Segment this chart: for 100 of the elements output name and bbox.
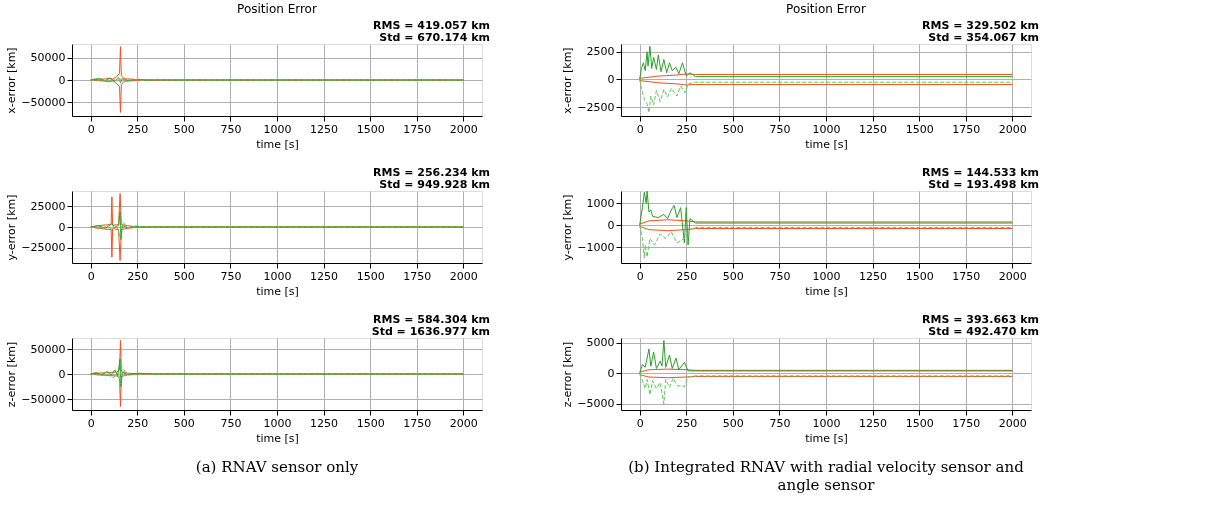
x-tick-label: 1250 (310, 269, 339, 283)
text: RMS = 329.502 km (922, 19, 1039, 32)
y-tick-label: −25000 (21, 241, 66, 255)
y-tick-label: 2500 (586, 45, 615, 59)
x-tick-label: 1500 (356, 269, 385, 283)
text: RMS = 256.234 km (373, 166, 490, 179)
x-tick-label: 1250 (859, 416, 888, 430)
x-tick-label: 1000 (263, 269, 292, 283)
x-tick-label: 250 (127, 416, 149, 430)
x-tick-label: 1000 (263, 122, 292, 136)
y-axis-title: z-error [km] (561, 341, 575, 408)
x-tick-label: 250 (127, 122, 149, 136)
x-tick-label: 250 (676, 122, 698, 136)
x-axis-title: time [s] (256, 431, 299, 445)
x-tick-label: 750 (769, 416, 791, 430)
text: RMS = 584.304 km (373, 313, 490, 326)
text: RMS = 419.057 km (373, 19, 490, 32)
y-axis-title: x-error [km] (561, 47, 575, 114)
x-tick-label: 1250 (310, 416, 339, 430)
x-tick-label: 0 (636, 122, 644, 136)
x-tick-label: 1000 (263, 416, 292, 430)
text: RMS = 393.663 km (922, 313, 1039, 326)
x-tick-label: 2000 (998, 269, 1027, 283)
x-tick-label: 750 (769, 122, 791, 136)
x-axis-title: time [s] (805, 431, 848, 445)
y-tick-label: 0 (58, 220, 66, 234)
x-tick-label: 500 (173, 122, 195, 136)
x-tick-label: 500 (173, 269, 195, 283)
x-tick-label: 2000 (449, 416, 478, 430)
y-tick-label: 5000 (586, 336, 615, 350)
x-tick-label: 0 (87, 416, 95, 430)
x-tick-label: 250 (127, 269, 149, 283)
text: Std = 949.928 km (379, 178, 490, 191)
y-tick-label: 50000 (30, 342, 66, 356)
x-tick-label: 1000 (812, 269, 841, 283)
chart-title: Position Error (237, 2, 317, 16)
y-tick-label: 1000 (586, 196, 615, 210)
x-tick-label: 1750 (952, 269, 981, 283)
y-tick-label: 0 (607, 218, 615, 232)
y-tick-label: −1000 (577, 240, 615, 254)
text: Std = 1636.977 km (371, 325, 490, 338)
x-tick-label: 1750 (403, 416, 432, 430)
x-axis-title: time [s] (805, 137, 848, 151)
x-tick-label: 1500 (905, 122, 934, 136)
text: Std = 193.498 km (928, 178, 1039, 191)
y-tick-label: 0 (58, 73, 66, 87)
y-tick-label: 25000 (30, 199, 66, 213)
x-tick-label: 1000 (812, 416, 841, 430)
x-tick-label: 2000 (449, 269, 478, 283)
y-tick-label: −50000 (21, 392, 66, 406)
y-axis-title: x-error [km] (5, 47, 19, 114)
x-tick-label: 1750 (403, 269, 432, 283)
y-tick-label: −50000 (21, 95, 66, 109)
x-tick-label: 1750 (952, 416, 981, 430)
text: RMS = 144.533 km (922, 166, 1039, 179)
x-tick-label: 1750 (403, 122, 432, 136)
text: (b) Integrated RNAV with radial velocity sensor and angle sensor (628, 458, 1025, 494)
x-tick-label: 0 (87, 122, 95, 136)
x-tick-label: 1500 (905, 416, 934, 430)
x-tick-label: 1500 (905, 269, 934, 283)
x-tick-label: 750 (220, 416, 242, 430)
x-axis-title: time [s] (805, 284, 848, 298)
text: Std = 670.174 km (379, 31, 490, 44)
text: Std = 492.470 km (928, 325, 1039, 338)
x-tick-label: 2000 (998, 122, 1027, 136)
y-axis-title: z-error [km] (5, 341, 19, 408)
y-tick-label: 0 (607, 72, 615, 86)
chart-title: Position Error (786, 2, 866, 16)
x-tick-label: 250 (676, 416, 698, 430)
y-tick-label: −2500 (577, 100, 615, 114)
x-tick-label: 750 (769, 269, 791, 283)
x-tick-label: 0 (87, 269, 95, 283)
x-tick-label: 1500 (356, 122, 385, 136)
y-axis-title: y-error [km] (5, 194, 19, 261)
x-tick-label: 750 (220, 269, 242, 283)
x-tick-label: 500 (173, 416, 195, 430)
x-tick-label: 0 (636, 416, 644, 430)
x-tick-label: 500 (722, 269, 744, 283)
x-tick-label: 250 (676, 269, 698, 283)
x-axis-title: time [s] (256, 284, 299, 298)
y-axis-title: y-error [km] (561, 194, 575, 261)
x-tick-label: 2000 (449, 122, 478, 136)
x-tick-label: 750 (220, 122, 242, 136)
y-tick-label: 0 (58, 367, 66, 381)
x-tick-label: 1250 (859, 122, 888, 136)
x-tick-label: 0 (636, 269, 644, 283)
x-tick-label: 2000 (998, 416, 1027, 430)
x-tick-label: 1500 (356, 416, 385, 430)
y-tick-label: −5000 (577, 397, 615, 411)
x-tick-label: 1000 (812, 122, 841, 136)
y-tick-label: 50000 (30, 51, 66, 65)
x-axis-title: time [s] (256, 137, 299, 151)
x-tick-label: 1750 (952, 122, 981, 136)
x-tick-label: 500 (722, 122, 744, 136)
text: (a) RNAV sensor only (195, 458, 359, 476)
x-tick-label: 1250 (310, 122, 339, 136)
x-tick-label: 1250 (859, 269, 888, 283)
y-tick-label: 0 (607, 366, 615, 380)
text: Std = 354.067 km (928, 31, 1039, 44)
x-tick-label: 500 (722, 416, 744, 430)
